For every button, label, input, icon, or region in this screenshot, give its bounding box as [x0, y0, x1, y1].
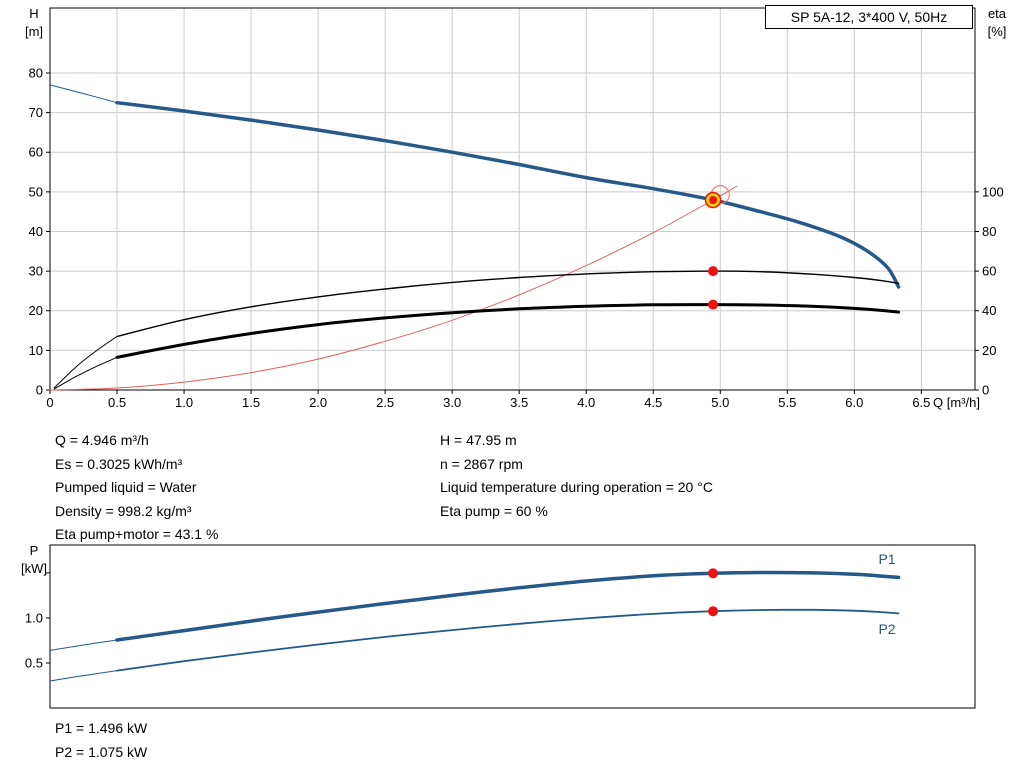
y-axis-label-right: eta [988, 6, 1007, 21]
series-label: P2 [878, 621, 895, 637]
head-flow-efficiency-chart: 0 0.5 1.0 1.5 2.0 2.5 3.0 3.5 4.0 4.5 5.0 5.5 6.0 6.5… [25, 6, 1007, 410]
series-label: P1 [878, 551, 895, 567]
info-line-q: Q = 4.946 m³/h [55, 432, 149, 448]
x-axis-tick-label: 3.5 [510, 395, 528, 410]
y-axis-tick-label-right: 100 [982, 184, 1004, 199]
eta-pump-curve-lead-in [53, 336, 118, 389]
y-axis-label-right: [%] [988, 24, 1007, 39]
eta-pump-motor-curve [115, 303, 901, 359]
eta-pump-curve [116, 270, 900, 338]
y-axis-label-left: H [29, 6, 38, 21]
p2-power-curve-lead-in [49, 670, 118, 682]
y-axis-tick-label-left: 10 [29, 343, 43, 358]
power-line-p1: P1 = 1.496 kW [55, 720, 148, 736]
info-line-es: Es = 0.3025 kWh/m³ [55, 455, 183, 472]
y-axis-tick-label-left: 80 [29, 65, 43, 80]
power-line-p2: P2 = 1.075 kW [55, 743, 148, 760]
info-line-speed: n = 2867 rpm [440, 455, 523, 472]
y-axis-tick-label-left: 30 [29, 264, 43, 279]
x-axis-tick-label: 0.5 [108, 395, 126, 410]
x-axis-tick-label: 4.5 [644, 395, 662, 410]
power-flow-chart: 0.5 1.0 P [kW] P1 P2 [21, 543, 976, 709]
x-axis-tick-label: 5.5 [778, 395, 796, 410]
pump-title-box: SP 5A-12, 3*400 V, 50Hz [765, 5, 973, 29]
x-axis-tick-label: 2.0 [309, 395, 327, 410]
info-line-pumped-liquid: Pumped liquid = Water [55, 479, 197, 495]
p1-power-curve [115, 570, 901, 642]
p1-power-curve-lead-in [49, 639, 118, 651]
info-line-density: Density = 998.2 kg/m³ [55, 502, 192, 519]
plot-border [49, 544, 976, 709]
x-axis-tick-label: 1.5 [242, 395, 260, 410]
p2-power-curve [116, 608, 900, 672]
y-axis-label-left: [m] [25, 24, 43, 39]
duty-info-right-column: H = 47.95 m n = 2867 rpm Liquid temperat… [440, 429, 713, 523]
y-axis-label-left: P [30, 543, 39, 558]
eta-pump-motor-curve-lead-in [53, 356, 118, 390]
power-values-block: P1 = 1.496 kW P2 = 1.075 kW [55, 717, 147, 764]
info-line-eta-pump: Eta pump = 60 % [440, 502, 548, 519]
x-axis-tick-label: 3.0 [443, 395, 461, 410]
y-axis-tick-label-left: 40 [29, 224, 43, 239]
pump-head-curve-lead-in [49, 84, 118, 104]
operating-point-dot-marker [708, 266, 719, 277]
x-axis-tick-label: 5.0 [711, 395, 729, 410]
info-line-eta-pump-motor: Eta pump+motor = 43.1 % [55, 526, 219, 542]
system-curve [49, 185, 737, 391]
x-axis-tick-label: 6.5 [912, 395, 930, 410]
y-axis-tick-label-left: 1.0 [25, 610, 43, 625]
y-axis-tick-label-right: 40 [982, 303, 996, 318]
y-axis-tick-label-right: 60 [982, 264, 996, 279]
operating-point-dot-marker [708, 568, 719, 579]
y-axis-label-left: [kW] [21, 561, 47, 576]
duty-info-left-column: Q = 4.946 m³/h Es = 0.3025 kWh/m³ Pumped… [55, 429, 218, 547]
y-axis-tick-label-left: 70 [29, 105, 43, 120]
x-axis-tick-label: 4.0 [577, 395, 595, 410]
operating-point-dot-marker [708, 299, 719, 310]
duty-point-center [709, 195, 718, 204]
y-axis-tick-label-left: 50 [29, 184, 43, 199]
x-axis-tick-label: 1.0 [175, 395, 193, 410]
y-axis-tick-label-right: 0 [982, 383, 989, 398]
operating-point-dot-marker [708, 606, 719, 617]
plot-border [49, 7, 976, 391]
info-line-h: H = 47.95 m [440, 432, 517, 448]
y-axis-tick-label-left: 20 [29, 303, 43, 318]
y-axis-tick-label-left: 0 [36, 383, 43, 398]
x-axis-label: Q [m³/h] [933, 395, 980, 410]
y-axis-tick-label-left: 0.5 [25, 655, 43, 670]
info-line-liquid-temperature: Liquid temperature during operation = 20… [440, 479, 713, 495]
y-axis-tick-label-right: 80 [982, 224, 996, 239]
x-axis-tick-label: 0 [46, 395, 53, 410]
y-axis-tick-label-left: 60 [29, 145, 43, 160]
x-axis-tick-label: 6.0 [845, 395, 863, 410]
y-axis-tick-label-right: 20 [982, 343, 996, 358]
x-axis-tick-label: 2.5 [376, 395, 394, 410]
pump-head-curve [115, 100, 901, 289]
